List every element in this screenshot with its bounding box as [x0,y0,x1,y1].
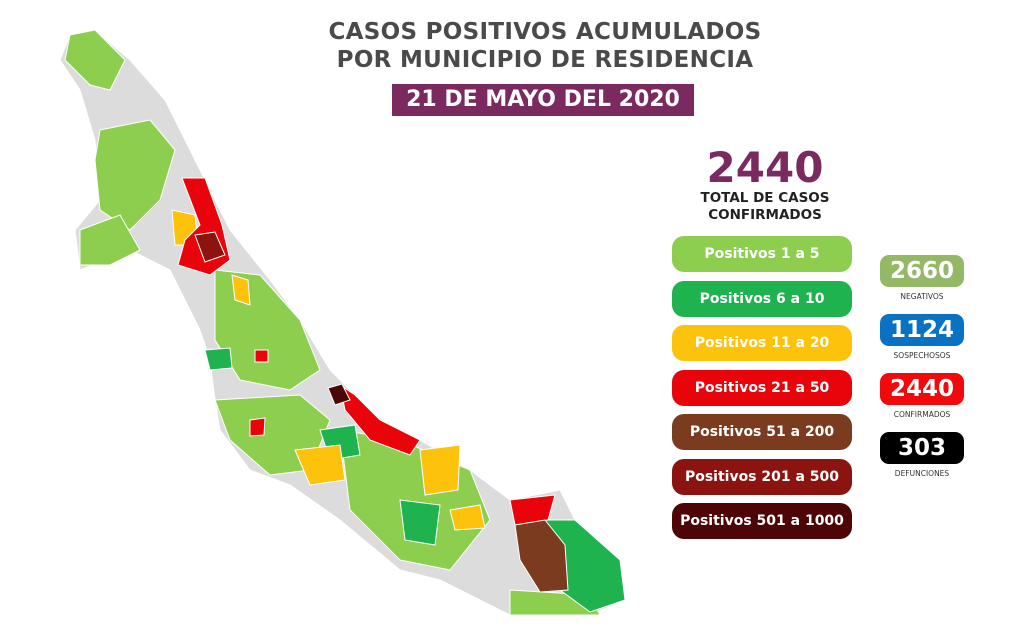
stat-defunciones: 303 DEFUNCIONES [880,432,964,478]
legend-item: Positivos 1 a 5 [672,236,852,272]
total-cases-label-1: TOTAL DE CASOS [700,190,830,206]
legend-item: Positivos 51 a 200 [672,414,852,450]
region-501-1000 [327,383,351,406]
stat-value: 303 [880,432,964,464]
region-1-5 [94,119,176,231]
region-11-20 [449,504,486,531]
region-11-20 [231,274,251,306]
stats-panel: 2660 NEGATIVOS 1124 SOSPECHOSOS 2440 CON… [880,255,964,491]
legend-item: Positivos 11 a 20 [672,325,852,361]
stat-label: CONFIRMADOS [893,410,951,419]
stat-value: 2660 [880,255,964,287]
region-6-10 [399,499,441,546]
legend-item: Positivos 201 a 500 [672,458,852,495]
legend-item: Positivos 501 a 1000 [672,503,852,539]
stat-value: 2440 [880,373,964,405]
legend-item: Positivos 6 a 10 [672,280,852,317]
stat-confirmados: 2440 CONFIRMADOS [880,373,964,419]
region-1-5 [64,29,126,91]
region-21-50 [509,494,556,526]
region-201-500 [194,231,226,263]
region-21-50 [249,417,266,437]
stat-negativos: 2660 NEGATIVOS [880,255,964,301]
legend-item: Positivos 21 a 50 [672,369,852,406]
stat-sospechosos: 1124 SOSPECHOSOS [880,314,964,360]
stat-label: NEGATIVOS [900,292,944,301]
municipality-regions [64,29,626,616]
map-legend: Positivos 1 a 5 Positivos 6 a 10 Positiv… [672,236,852,548]
stat-value: 1124 [880,314,964,346]
stat-label: DEFUNCIONES [894,469,950,478]
title-line-1: CASOS POSITIVOS ACUMULADOS [328,19,762,45]
region-21-50 [339,383,421,456]
total-cases-label-2: CONFIRMADOS [708,207,822,223]
veracruz-municipality-map [59,29,626,616]
stat-label: SOSPECHOSOS [893,351,951,360]
region-21-50 [254,349,269,363]
region-6-10 [204,347,233,371]
region-51-200 [514,519,569,593]
total-cases-value: 2440 [706,143,824,192]
page-title: CASOS POSITIVOS ACUMULADOS POR MUNICIPIO… [300,18,790,74]
region-11-20 [294,444,346,486]
title-line-2: POR MUNICIPIO DE RESIDENCIA [336,47,754,73]
region-1-5 [79,214,141,266]
region-11-20 [419,444,461,496]
date-banner: 21 DE MAYO DEL 2020 [392,84,694,116]
total-cases: 2440 TOTAL DE CASOS CONFIRMADOS [680,146,850,224]
